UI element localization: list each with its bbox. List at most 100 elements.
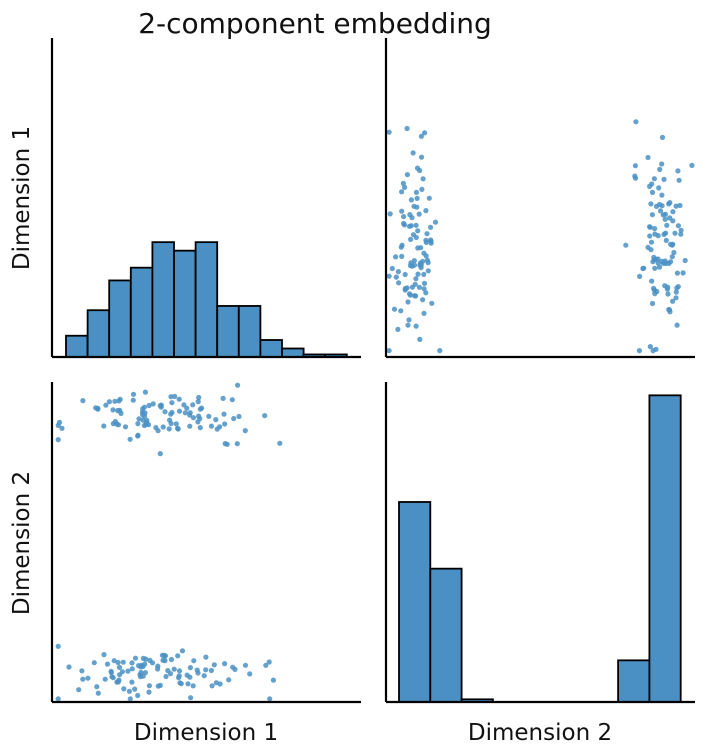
scatter-point: [176, 675, 182, 681]
scatter-point: [420, 176, 426, 182]
scatter-point: [217, 681, 223, 687]
scatter-point: [229, 397, 235, 403]
scatter-point: [187, 410, 193, 416]
scatter-point: [142, 413, 148, 419]
scatter-point: [652, 265, 658, 271]
histogram-bar: [281, 347, 305, 358]
scatter-point: [191, 658, 197, 664]
histogram-bar: [173, 249, 197, 358]
scatter-point: [85, 675, 91, 681]
scatter-point: [135, 692, 141, 699]
scatter-point: [674, 270, 681, 276]
scatter-point: [206, 413, 212, 419]
scatter-point: [184, 405, 190, 411]
scatter-point: [407, 292, 413, 298]
scatter-point: [649, 300, 656, 307]
scatter-point: [55, 643, 61, 649]
scatter-point: [125, 668, 131, 674]
histogram-bar: [65, 334, 89, 358]
scatter-point: [187, 674, 193, 680]
axes-spines: [50, 38, 695, 704]
scatter-point: [106, 399, 112, 405]
scatter-point: [651, 285, 657, 291]
scatter-point: [649, 181, 655, 187]
scatter-point: [653, 346, 659, 352]
scatter-point: [647, 233, 653, 239]
scatter-point: [393, 274, 399, 280]
scatter-point: [234, 441, 240, 447]
scatter-point: [242, 662, 249, 668]
scatter-point: [663, 237, 669, 243]
scatter-point: [420, 297, 426, 303]
scatter-point: [649, 278, 655, 284]
scatter-point: [421, 280, 428, 286]
scatter-point: [415, 271, 421, 277]
scatter-point: [197, 425, 203, 431]
scatter-point: [670, 298, 676, 304]
scatter-point: [101, 652, 107, 658]
scatter-point: [135, 421, 141, 427]
scatter-point: [636, 348, 643, 354]
scatter-point: [221, 411, 227, 417]
scatter-point: [187, 665, 193, 671]
scatter-point: [670, 209, 676, 215]
scatter-point: [158, 402, 164, 408]
scatter-point: [413, 189, 419, 195]
scatter-point: [401, 214, 407, 220]
scatter-point: [166, 426, 172, 432]
scatter-point: [121, 686, 127, 692]
y-axis-label-dimension-1: Dimension 1: [9, 126, 35, 270]
scatter-point: [411, 203, 417, 209]
scatter-point: [262, 413, 268, 419]
scatter-point: [195, 399, 201, 405]
scatter-point: [157, 451, 163, 457]
scatter-point: [146, 689, 152, 695]
scatter-point: [196, 394, 202, 401]
scatter-point: [649, 212, 656, 218]
histogram-bar: [151, 241, 175, 358]
scatter-point: [405, 322, 411, 328]
scatter-point: [673, 203, 679, 209]
scatter-point: [222, 441, 228, 447]
scatter-point: [55, 437, 61, 443]
scatter-point: [424, 231, 430, 237]
scatter-point: [673, 289, 679, 295]
scatter-point: [162, 409, 168, 415]
scatter-point: [432, 219, 439, 225]
scatter-point: [386, 273, 392, 279]
scatter-point: [402, 184, 408, 190]
scatter-point: [127, 696, 133, 702]
scatter-point: [176, 396, 182, 402]
scatter-point: [682, 257, 688, 264]
scatter-point: [165, 668, 171, 674]
scatter-point: [232, 666, 238, 673]
scatter-point: [402, 285, 408, 292]
scatter-point: [402, 271, 408, 278]
scatter-point: [135, 433, 141, 439]
scatter-point: [175, 653, 181, 659]
scatter-point: [669, 254, 675, 260]
scatter-point: [428, 238, 434, 244]
scatter-point: [437, 348, 443, 354]
scatter-point: [633, 119, 639, 125]
scatter-point: [226, 677, 232, 683]
scatter-point: [393, 254, 399, 260]
scatter-point: [109, 674, 115, 680]
scatter-point: [421, 286, 427, 292]
scatter-point: [102, 676, 108, 682]
scatter-point: [146, 683, 152, 689]
scatter-point: [657, 208, 664, 214]
scatter-point: [675, 223, 682, 229]
scatter-point: [142, 670, 148, 676]
scatter-point: [111, 658, 117, 664]
scatter-point: [149, 660, 156, 666]
scatter-point: [163, 673, 169, 680]
scatter-point: [203, 654, 209, 660]
scatter-point: [130, 391, 137, 397]
scatter-point: [426, 195, 432, 201]
scatter-point: [127, 436, 133, 442]
scatter-point: [126, 688, 132, 694]
x-axis-label-dimension-1: Dimension 1: [134, 720, 278, 746]
scatter-point: [410, 150, 416, 156]
scatter-point: [178, 681, 184, 687]
